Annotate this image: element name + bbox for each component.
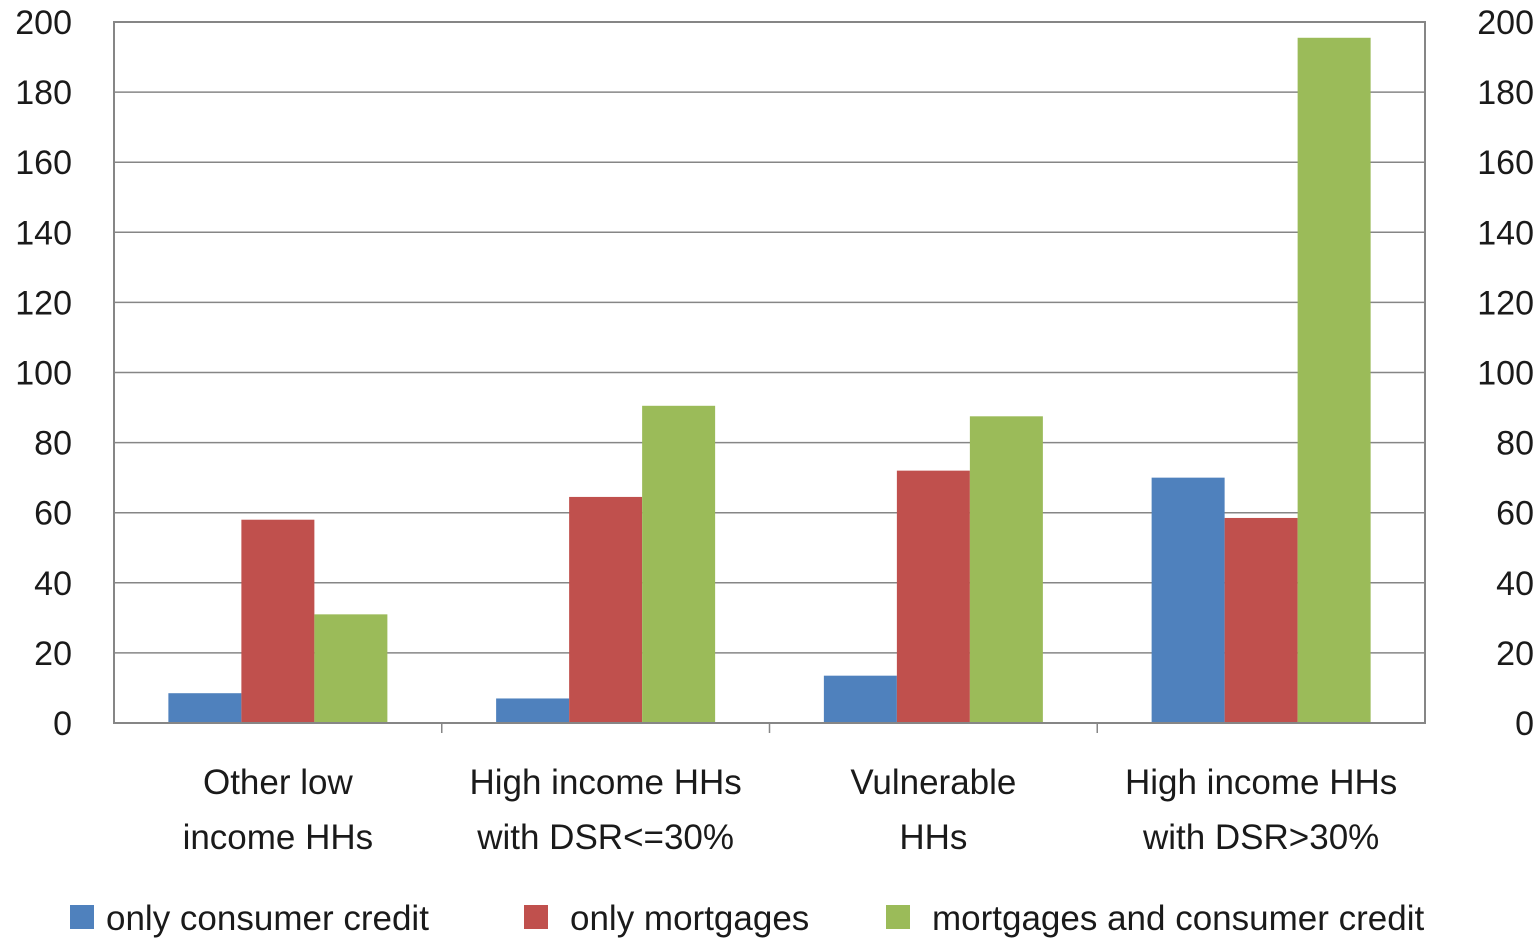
legend-label: only consumer credit (106, 899, 429, 938)
bar (823, 675, 897, 723)
y-tick-label-right: 120 (1477, 284, 1534, 322)
y-tick-label-right: 140 (1477, 214, 1534, 252)
legend-label: mortgages and consumer credit (932, 899, 1424, 938)
x-axis-ticks (441, 723, 1098, 733)
bar (168, 693, 242, 723)
category-labels: Other low income HHs High income HHs with D… (183, 763, 1398, 857)
y-tick-label-right: 0 (1515, 705, 1534, 743)
y-tick-label-left: 0 (53, 705, 72, 743)
y-tick-label-right: 60 (1496, 495, 1534, 533)
bar (969, 416, 1043, 723)
y-tick-label-right: 180 (1477, 74, 1534, 112)
bar (642, 405, 716, 723)
category-label: Other low income HHs (183, 763, 374, 857)
bar (496, 698, 570, 723)
y-tick-label-left: 40 (34, 565, 72, 603)
y-tick-label-right: 80 (1496, 425, 1534, 463)
y-tick-label-left: 200 (15, 4, 72, 42)
legend-swatch (70, 905, 94, 929)
y-axis-right: 0 20 40 60 80 100 120 140 160 180 200 (1477, 4, 1534, 743)
category-label: Vulnerable HHs (850, 763, 1016, 857)
category-label: High income HHs with DSR<=30% (469, 763, 741, 857)
bar (569, 496, 643, 723)
y-axis-left: 0 20 40 60 80 100 120 140 160 180 200 (15, 4, 72, 743)
legend-swatch (886, 905, 910, 929)
y-tick-label-left: 140 (15, 214, 72, 252)
legend-label: only mortgages (570, 899, 809, 938)
legend: only consumer credit only mortgages mortga… (70, 899, 1424, 938)
y-tick-label-right: 200 (1477, 4, 1534, 42)
bars (168, 37, 1371, 723)
bar (241, 519, 315, 723)
y-tick-label-right: 160 (1477, 144, 1534, 182)
bar (1297, 37, 1371, 723)
y-tick-label-left: 120 (15, 284, 72, 322)
bar (1151, 477, 1225, 723)
bar (1224, 517, 1298, 723)
category-label: High income HHs with DSR>30% (1125, 763, 1397, 857)
y-tick-label-left: 180 (15, 74, 72, 112)
y-tick-label-left: 80 (34, 425, 72, 463)
y-tick-label-left: 100 (15, 355, 72, 393)
y-tick-label-right: 20 (1496, 635, 1534, 673)
bar (896, 470, 970, 723)
y-tick-label-left: 160 (15, 144, 72, 182)
bar (314, 614, 388, 723)
legend-swatch (524, 905, 548, 929)
y-tick-label-left: 20 (34, 635, 72, 673)
y-tick-label-right: 40 (1496, 565, 1534, 603)
y-tick-label-left: 60 (34, 495, 72, 533)
y-tick-label-right: 100 (1477, 355, 1534, 393)
